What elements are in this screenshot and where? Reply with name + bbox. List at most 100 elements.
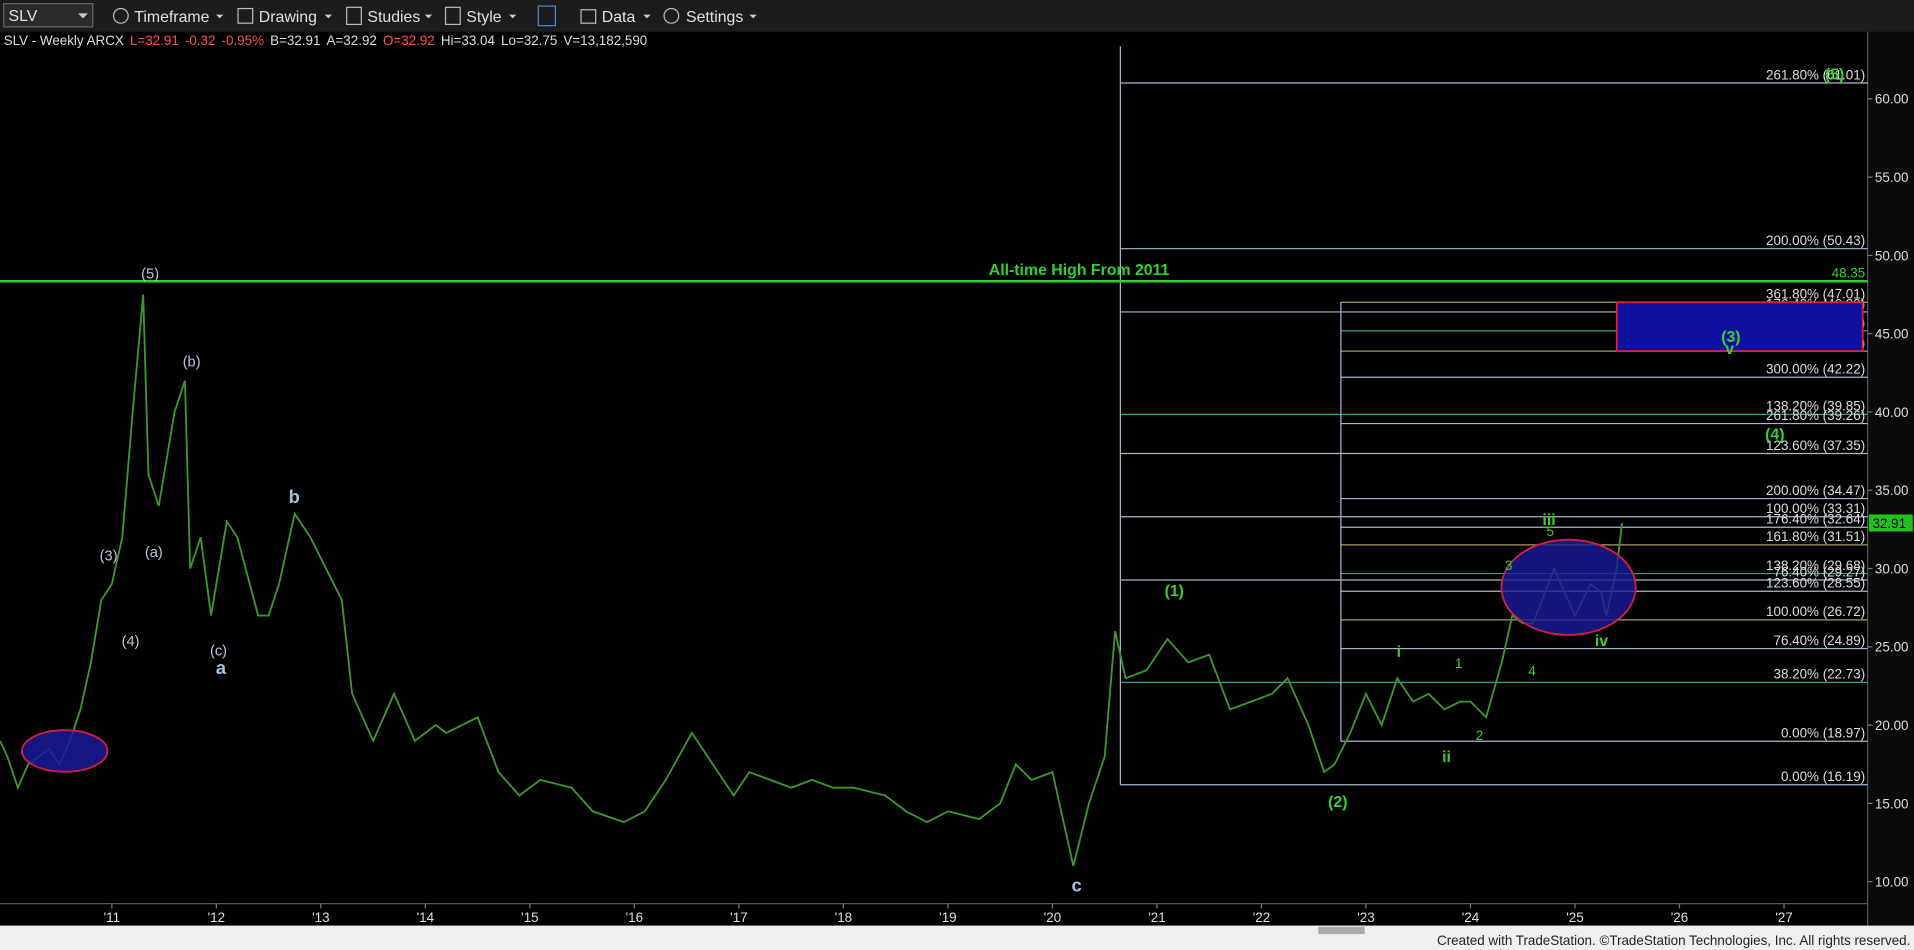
toolbar xyxy=(0,0,1914,32)
fib-label: 300.00% (42.22) xyxy=(1766,362,1865,377)
fib-label: 100.00% (26.72) xyxy=(1766,604,1865,619)
x-tick-label: '21 xyxy=(1148,910,1165,925)
info-ask: A=32.92 xyxy=(327,33,377,48)
toolbar-item[interactable]: Style xyxy=(466,9,501,26)
x-tick-label: '14 xyxy=(417,910,435,925)
x-tick-label: '22 xyxy=(1253,910,1270,925)
last-price-tag xyxy=(1868,514,1913,532)
y-tick-label: 55.00 xyxy=(1875,170,1909,185)
toolbar-item[interactable]: Settings xyxy=(686,9,743,26)
y-tick-label: 40.00 xyxy=(1875,405,1909,420)
symbol-box[interactable] xyxy=(3,3,94,28)
x-tick-label: '23 xyxy=(1357,910,1374,925)
wave-label: (a) xyxy=(145,545,163,561)
y-tick-label: 10.00 xyxy=(1875,875,1909,890)
fib-label: 200.00% (34.47) xyxy=(1766,483,1865,498)
x-tick-label: '24 xyxy=(1462,910,1480,925)
dropdown-arrow xyxy=(78,13,88,19)
wave-label: 4 xyxy=(1528,663,1536,678)
wave-label: (1) xyxy=(1165,583,1184,600)
fib-label: 123.60% (28.55) xyxy=(1766,576,1865,591)
price-axis xyxy=(1867,31,1914,926)
wave-label: (2) xyxy=(1328,794,1347,811)
target-box xyxy=(1615,301,1864,352)
info-volume: V=13,182,590 xyxy=(563,33,647,48)
x-tick-label: '13 xyxy=(312,910,329,925)
y-tick-label: 45.00 xyxy=(1875,327,1909,342)
toolbar-item[interactable]: Data xyxy=(602,9,636,26)
y-tick-label: 60.00 xyxy=(1875,92,1909,107)
x-tick-label: '26 xyxy=(1671,910,1688,925)
wave-label: (3) xyxy=(100,548,118,564)
wave-label: iii xyxy=(1542,512,1555,529)
toolbar-item[interactable]: Drawing xyxy=(259,9,317,26)
wave-label: a xyxy=(216,657,227,678)
x-tick-label: '20 xyxy=(1044,910,1061,925)
info-low: Lo=32.75 xyxy=(501,33,557,48)
fib-label: 138.20% (29.68) xyxy=(1766,558,1865,573)
toolbar-icons xyxy=(112,5,680,27)
toolbar-item[interactable]: Timeframe xyxy=(134,9,209,26)
symbol[interactable]: SLV xyxy=(9,8,38,25)
toolbar-arrows xyxy=(216,14,757,19)
wave-label: (b) xyxy=(183,354,201,370)
wave-label: b xyxy=(289,486,300,507)
wave-label: 1 xyxy=(1455,656,1462,671)
wave-label: (c) xyxy=(210,644,227,660)
info-bid: B=32.91 xyxy=(270,33,320,48)
toolbar-item[interactable]: Studies xyxy=(367,9,420,26)
y-tick-label: 30.00 xyxy=(1875,561,1909,576)
price-line xyxy=(0,294,1623,867)
overlay: 261.80% (61.01) 200.00% (50.43) 361.80% (4… xyxy=(989,67,1913,784)
footer: Created with TradeStation. ©TradeStation… xyxy=(1437,933,1910,948)
fib-label: 76.40% (24.89) xyxy=(1774,633,1866,648)
fib-label: 38.20% (22.73) xyxy=(1774,667,1866,682)
wave-label: iv xyxy=(1595,633,1608,650)
x-tick-label: '19 xyxy=(939,910,956,925)
wave-label: (4) xyxy=(1765,427,1784,444)
fib-label: 100.00% (33.31) xyxy=(1766,501,1865,516)
x-tick-label: '15 xyxy=(521,910,538,925)
scrollbar-thumb[interactable] xyxy=(1318,926,1365,935)
status-bar xyxy=(0,925,1914,950)
info-change-pct: -0.95% xyxy=(222,33,265,48)
wave-label: 5 xyxy=(1547,524,1554,539)
last-price-label: 32.91 xyxy=(1872,516,1906,531)
ath-label: All-time High From 2011 xyxy=(989,262,1170,279)
highlight-ellipse xyxy=(21,729,109,773)
fib-label: 200.00% (50.43) xyxy=(1766,233,1865,248)
ath-value: 48.35 xyxy=(1832,266,1866,281)
wave-label: 3 xyxy=(1505,558,1512,573)
wave-label: (5) xyxy=(1825,66,1844,83)
y-tick-label: 25.00 xyxy=(1875,640,1909,655)
wave-label: i xyxy=(1397,644,1401,661)
info-last: L=32.91 xyxy=(130,33,179,48)
fib-label: 76.40% (29.27) xyxy=(1774,564,1866,579)
fib-label: 161.80% (31.51) xyxy=(1766,529,1865,544)
wave-label: ii xyxy=(1442,749,1451,766)
x-tick-label: '12 xyxy=(208,910,225,925)
fib-label: 138.20% (39.85) xyxy=(1766,399,1865,414)
x-tick-label: '11 xyxy=(104,910,120,925)
x-tick-label: '16 xyxy=(626,910,643,925)
x-tick-label: '25 xyxy=(1566,910,1583,925)
fib-label: 0.00% (16.19) xyxy=(1781,769,1865,784)
fib-label: 0.00% (18.97) xyxy=(1781,726,1865,741)
wave-label: v xyxy=(1725,341,1734,358)
info-high: Hi=33.04 xyxy=(441,33,496,48)
fib-label: 261.80% (39.26) xyxy=(1766,408,1865,423)
info-open: O=32.92 xyxy=(383,33,435,48)
fib-label: 261.80% (61.01) xyxy=(1766,67,1865,82)
x-tick-label: '27 xyxy=(1775,910,1792,925)
highlight-ellipse xyxy=(1500,538,1637,636)
y-tick-label: 20.00 xyxy=(1875,718,1909,733)
y-tick-label: 50.00 xyxy=(1875,248,1909,263)
wave-label: (4) xyxy=(122,634,140,650)
info-name: SLV - Weekly ARCX xyxy=(4,33,124,48)
info-line: SLV - Weekly ARCX L=32.91 -0.32 -0.95% B=32.… xyxy=(4,33,648,48)
fib-label: 361.80% (47.01) xyxy=(1766,287,1865,302)
wave-label: (3) xyxy=(1721,329,1740,346)
y-tick-label: 35.00 xyxy=(1875,483,1909,498)
